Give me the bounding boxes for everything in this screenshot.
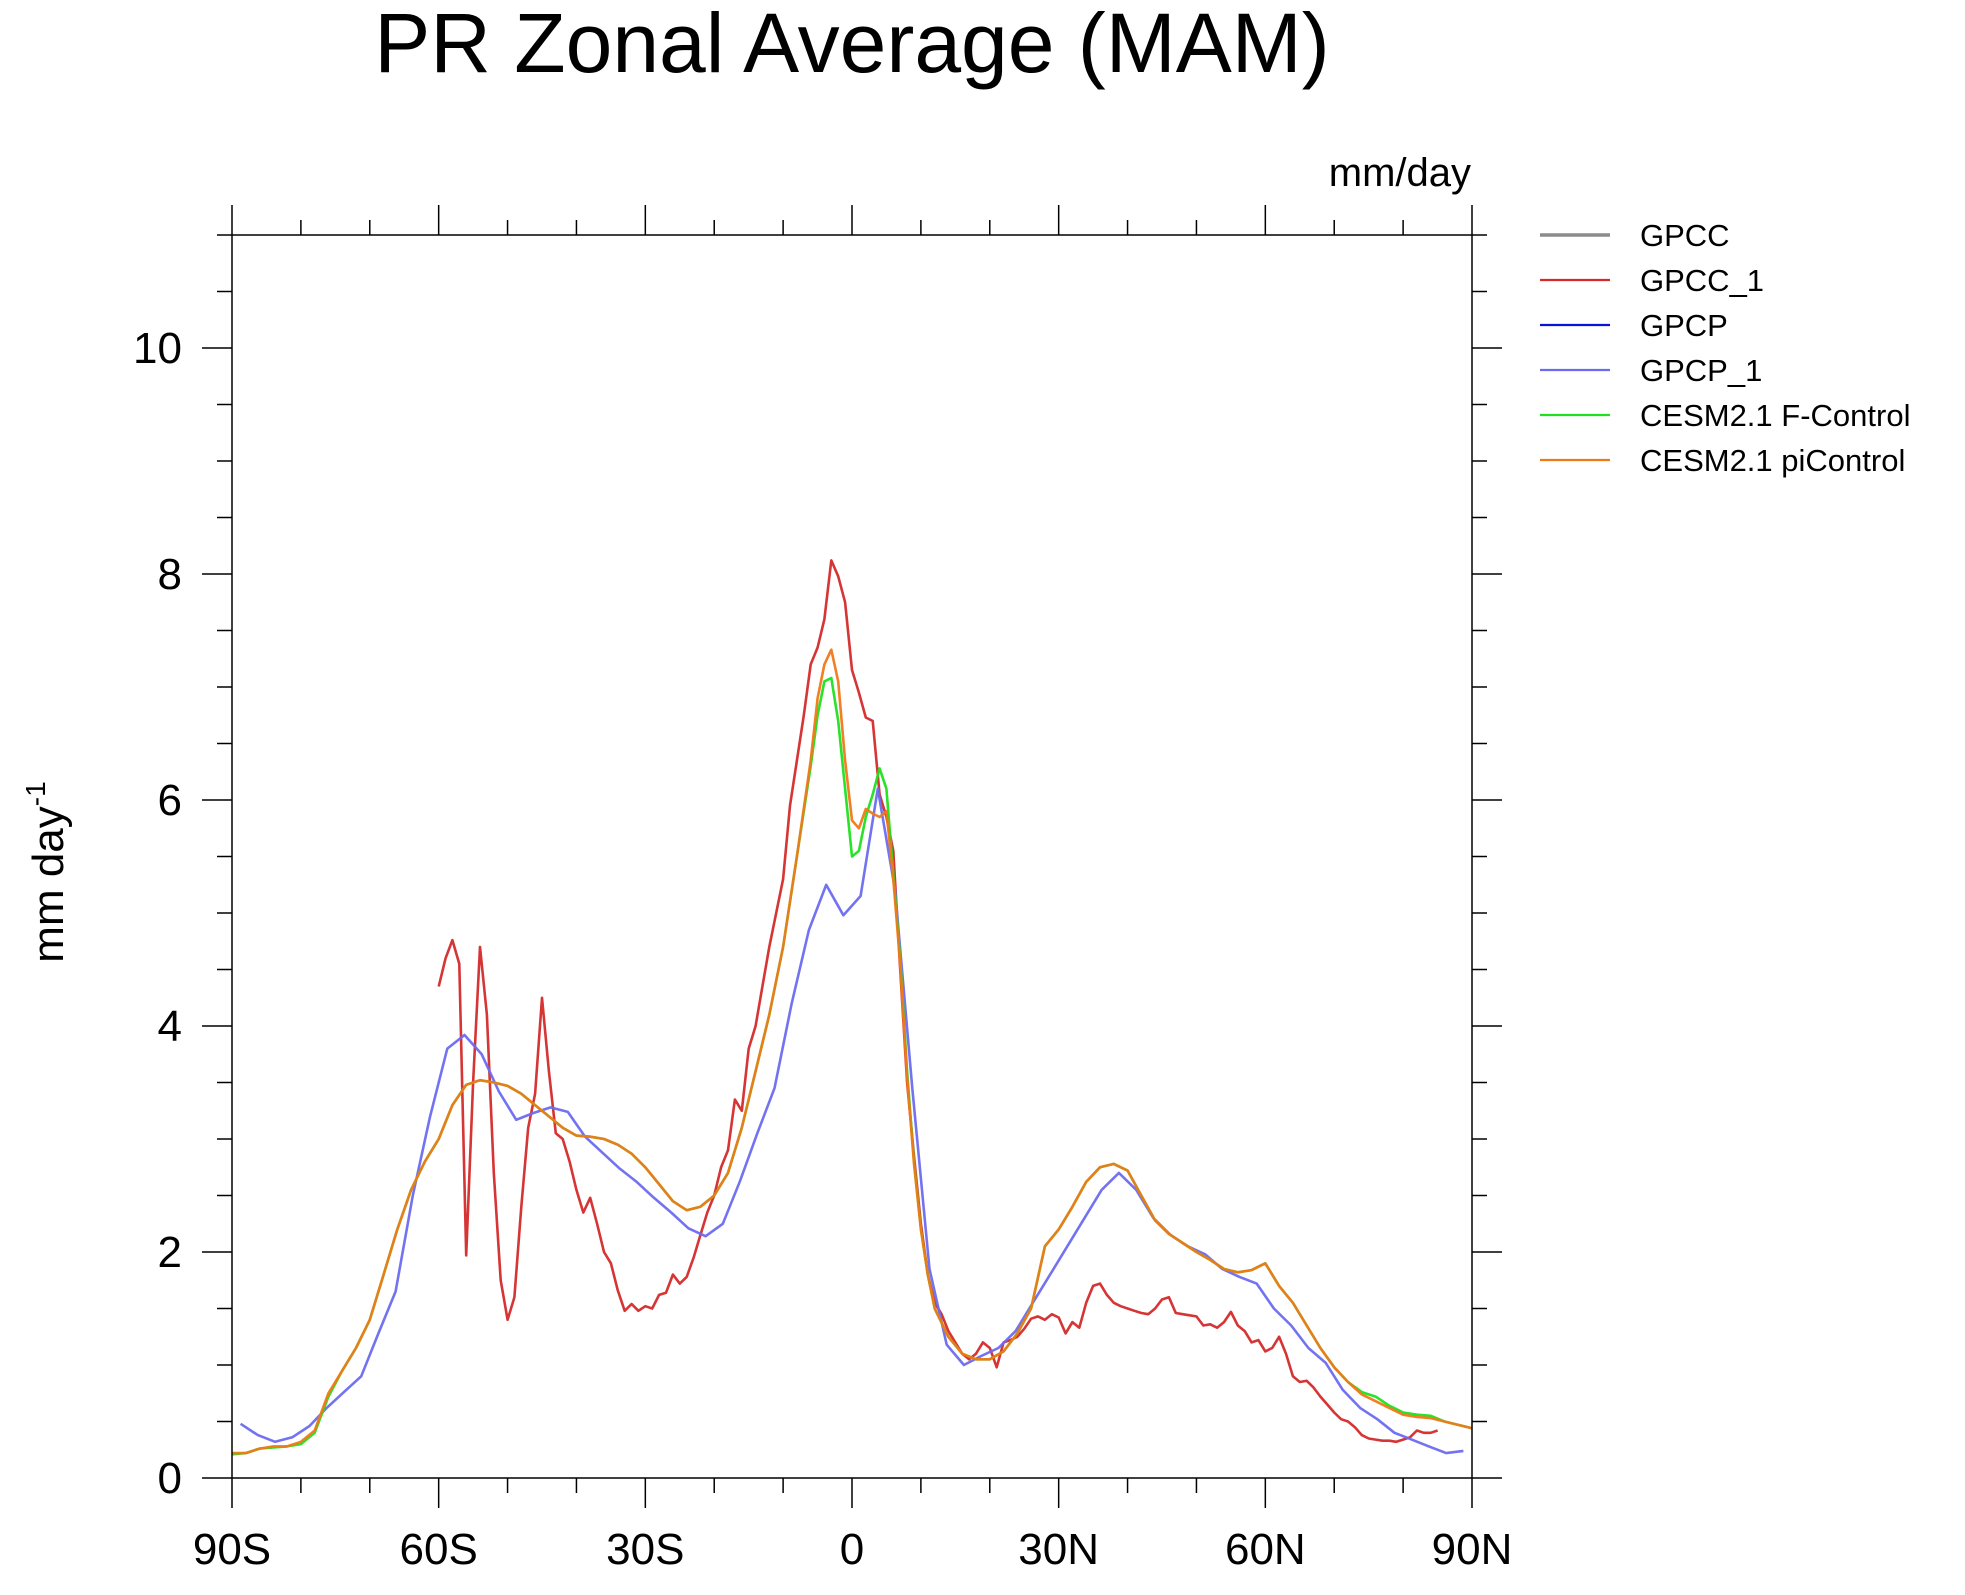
chart-title: PR Zonal Average (MAM)	[374, 0, 1329, 90]
series-line-5	[231, 676, 1473, 1456]
y-tick-label: 4	[158, 1002, 182, 1051]
x-tick-label: 30S	[606, 1525, 684, 1574]
series-layer	[231, 559, 1473, 1456]
x-tick-label: 60N	[1225, 1525, 1306, 1574]
legend-label-6: CESM2.1 piControl	[1640, 443, 1905, 478]
x-tick-label: 90S	[193, 1525, 271, 1574]
legend-label-5: CESM2.1 F-Control	[1640, 398, 1910, 433]
units-label: mm/day	[1329, 151, 1471, 195]
legend: GPCC GPCC_1 GPCP GPCP_1 CESM2.1 F-Control CES…	[1540, 218, 1910, 478]
x-tick-label: 60S	[400, 1525, 478, 1574]
y-tick-label: 8	[158, 550, 182, 599]
axes-layer: 90S 60S 30S 0 30N 60N 90N 0 2 4 6 8 10	[133, 205, 1512, 1574]
legend-label-4: GPCP_1	[1640, 353, 1762, 388]
legend-label-3: GPCP	[1640, 308, 1728, 343]
y-tick-label: 10	[133, 324, 182, 373]
x-tick-label: 30N	[1018, 1525, 1099, 1574]
y-tick-label: 2	[158, 1228, 182, 1277]
x-tick-label: 0	[840, 1525, 864, 1574]
y-tick-label: 6	[158, 776, 182, 825]
y-tick-label: 0	[158, 1454, 182, 1503]
series-line-6	[232, 648, 1473, 1455]
series-line-4	[239, 787, 1464, 1455]
y-axis-label-superscript: -1	[20, 781, 51, 806]
y-axis-label-text: mm day	[24, 806, 73, 962]
legend-label-1: GPCC	[1640, 218, 1730, 253]
x-tick-label: 90N	[1432, 1525, 1513, 1574]
legend-label-2: GPCC_1	[1640, 263, 1764, 298]
y-axis-label: mm day-1	[20, 781, 73, 962]
